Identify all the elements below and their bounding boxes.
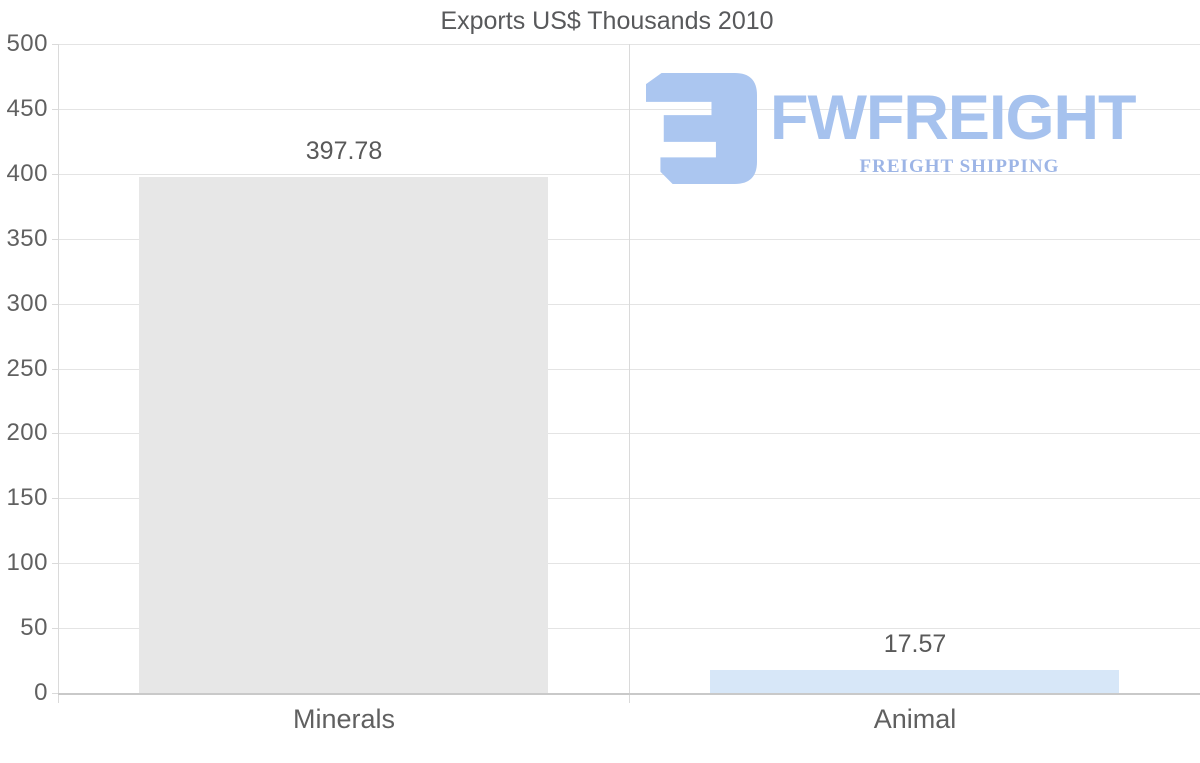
y-axis-tick <box>52 693 58 694</box>
y-tick-label: 0 <box>34 679 48 706</box>
x-axis-label-minerals: Minerals <box>292 704 396 734</box>
y-axis-tick <box>52 369 58 370</box>
bar-animal <box>710 670 1119 693</box>
logo-wordmark: FWFREIGHT <box>770 83 1136 153</box>
y-axis-tick <box>52 109 58 110</box>
y-tick-label: 500 <box>6 30 48 57</box>
y-axis-tick <box>52 433 58 434</box>
y-tick-label: 400 <box>6 160 48 187</box>
y-tick-label: 250 <box>6 355 48 382</box>
x-axis-line <box>58 693 1200 695</box>
chart-title: Exports US$ Thousands 2010 <box>440 7 774 35</box>
fwfreight-logo-icon <box>646 73 757 184</box>
y-axis-line <box>58 44 59 703</box>
y-axis-tick <box>52 239 58 240</box>
y-tick-label: 350 <box>6 225 48 252</box>
y-axis-tick <box>52 304 58 305</box>
logo-mark-shape <box>646 73 757 184</box>
y-axis-tick <box>52 563 58 564</box>
y-tick-label: 450 <box>6 95 48 122</box>
category-separator <box>629 44 630 703</box>
bar-value-label: 397.78 <box>305 137 383 165</box>
y-tick-label: 50 <box>20 614 48 641</box>
bar-value-label: 17.57 <box>883 630 947 658</box>
y-axis-tick <box>52 498 58 499</box>
y-tick-label: 200 <box>6 419 48 446</box>
y-tick-label: 100 <box>6 549 48 576</box>
y-axis-tick <box>52 174 58 175</box>
x-axis-label-animal: Animal <box>873 704 957 734</box>
y-axis-tick <box>52 628 58 629</box>
logo-subtitle: FREIGHT SHIPPING <box>859 156 1060 177</box>
y-tick-label: 150 <box>6 484 48 511</box>
y-axis-tick <box>52 44 58 45</box>
y-tick-label: 300 <box>6 290 48 317</box>
bar-minerals <box>139 177 548 693</box>
